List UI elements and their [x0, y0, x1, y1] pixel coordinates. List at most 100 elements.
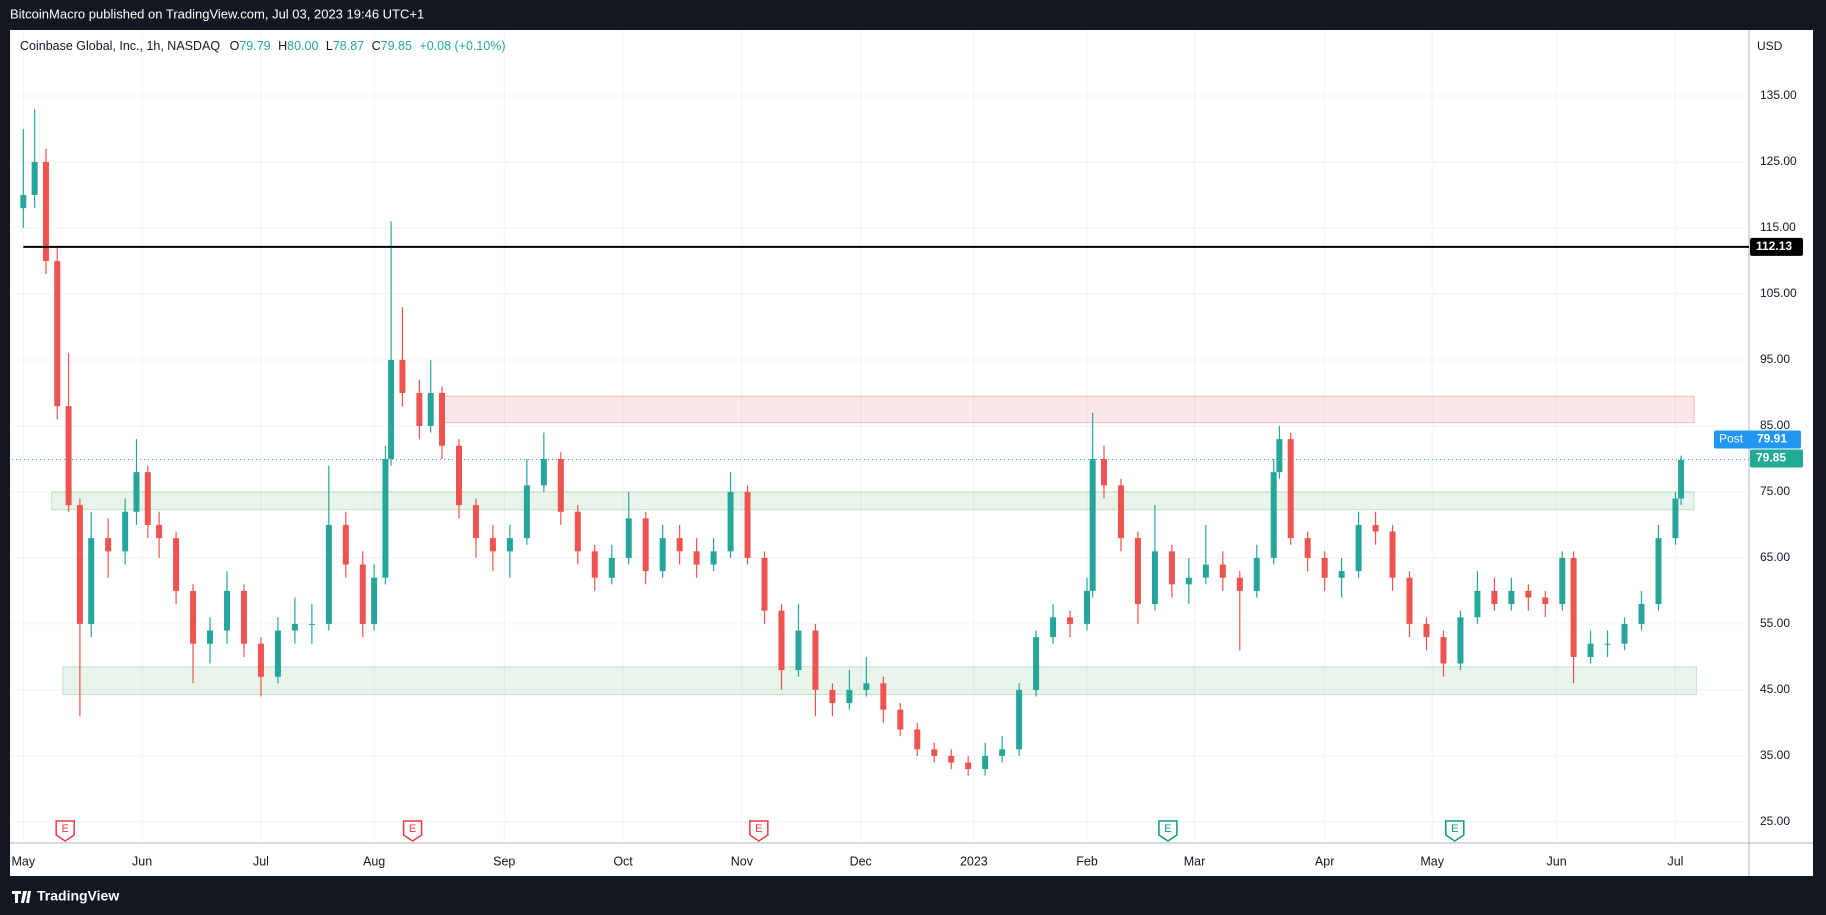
candle-body [207, 630, 214, 644]
candle-body [812, 630, 819, 690]
candle-body [1389, 531, 1396, 578]
legend-change: +0.08 (+0.10%) [419, 39, 505, 53]
candle-body [1587, 643, 1594, 657]
candle-body [1355, 524, 1362, 572]
candle-body [1559, 557, 1566, 605]
x-tick-label: Apr [1315, 854, 1334, 868]
y-tick-label: 55.00 [1760, 616, 1790, 630]
earnings-label: E [1451, 823, 1458, 835]
candle-body [574, 511, 581, 552]
x-tick-label: Nov [731, 854, 754, 868]
candle-body [982, 755, 989, 770]
candle-body [88, 538, 95, 624]
post-tag [1714, 430, 1801, 449]
candle-body [1491, 590, 1498, 605]
candle-body [761, 557, 768, 611]
candle-body [1406, 577, 1413, 624]
legend-high: 80.00 [287, 39, 318, 53]
candle-body [1117, 485, 1124, 539]
candle-body [1672, 498, 1679, 539]
candle-body [359, 564, 366, 624]
candle-body [659, 538, 666, 572]
candle-body [710, 551, 717, 565]
candle-body [1134, 538, 1141, 605]
candle-body [257, 643, 264, 677]
level-label: 112.13 [1756, 239, 1792, 253]
y-tick-label: 135.00 [1760, 88, 1797, 102]
candle-body [1304, 538, 1311, 558]
zone [441, 395, 1695, 424]
candle-body [1604, 643, 1611, 645]
candle-body [625, 518, 632, 558]
x-tick-label: Jun [1547, 854, 1567, 868]
candle-body [506, 538, 513, 552]
candle-body [676, 538, 683, 552]
legend-o-label: O [230, 39, 240, 53]
earnings-label: E [62, 823, 69, 835]
chart-panel [10, 30, 1813, 876]
earnings-marker [1445, 820, 1465, 842]
candle-body [693, 551, 700, 565]
x-tick-label: Feb [1076, 854, 1098, 868]
publish-info: BitcoinMacro published on TradingView.co… [10, 6, 424, 21]
earnings-label: E [1164, 823, 1171, 835]
candle-body [897, 709, 904, 730]
candle-body [744, 491, 751, 558]
y-tick-label: 65.00 [1760, 550, 1790, 564]
earnings-label: E [409, 823, 416, 835]
candle-body [133, 472, 140, 512]
candle-body [224, 590, 231, 631]
candle-body [31, 161, 38, 195]
candle-body [1067, 617, 1074, 624]
x-tick-label: Mar [1184, 854, 1206, 868]
candle-body [1050, 617, 1057, 638]
x-tick-label: Jul [1667, 854, 1683, 868]
y-tick-label: 105.00 [1760, 286, 1797, 300]
candle-body [274, 630, 281, 677]
level-tag [1750, 237, 1803, 256]
candle-body [399, 359, 406, 393]
earnings-marker [1158, 820, 1178, 842]
candle-body [1185, 577, 1192, 585]
candle-body [1570, 557, 1577, 657]
candle-body [427, 392, 434, 426]
candle-body [1621, 623, 1628, 644]
candle-body [1202, 564, 1209, 578]
candle-body [948, 755, 955, 763]
candle-body [1338, 571, 1345, 578]
candle-body [931, 749, 938, 756]
post-label: Post [1719, 432, 1744, 446]
legend-c-label: C [372, 39, 381, 53]
candle-body [308, 623, 315, 625]
footer-logo: TradingView [12, 888, 119, 904]
candle-body [439, 392, 446, 446]
candle-body [42, 161, 49, 261]
y-tick-label: 25.00 [1760, 814, 1790, 828]
candle-body [1287, 439, 1294, 539]
candle-body [382, 458, 389, 578]
candle-body [778, 610, 785, 671]
candle-body [1033, 637, 1040, 690]
last-price-tag [1750, 449, 1803, 468]
legend-low: 78.87 [333, 39, 364, 53]
candle-body [1270, 472, 1277, 558]
y-tick-label: 125.00 [1760, 154, 1797, 168]
candle-body [863, 683, 870, 690]
candle-body [1151, 551, 1158, 605]
candle-body [388, 359, 395, 459]
x-tick-label: 2023 [960, 854, 988, 868]
candle-body [540, 458, 547, 486]
candle-body [1276, 439, 1283, 473]
candle-body [1525, 590, 1532, 598]
zone [62, 666, 1697, 696]
logo-text: TradingView [37, 888, 119, 904]
candle-body [156, 524, 163, 539]
candle-body [65, 406, 72, 506]
candle-body [795, 630, 802, 671]
candle-body [1678, 459, 1685, 499]
candle-body [999, 749, 1006, 756]
candle-body [1372, 524, 1379, 532]
candle-body [105, 538, 112, 552]
candle-body [54, 260, 61, 407]
